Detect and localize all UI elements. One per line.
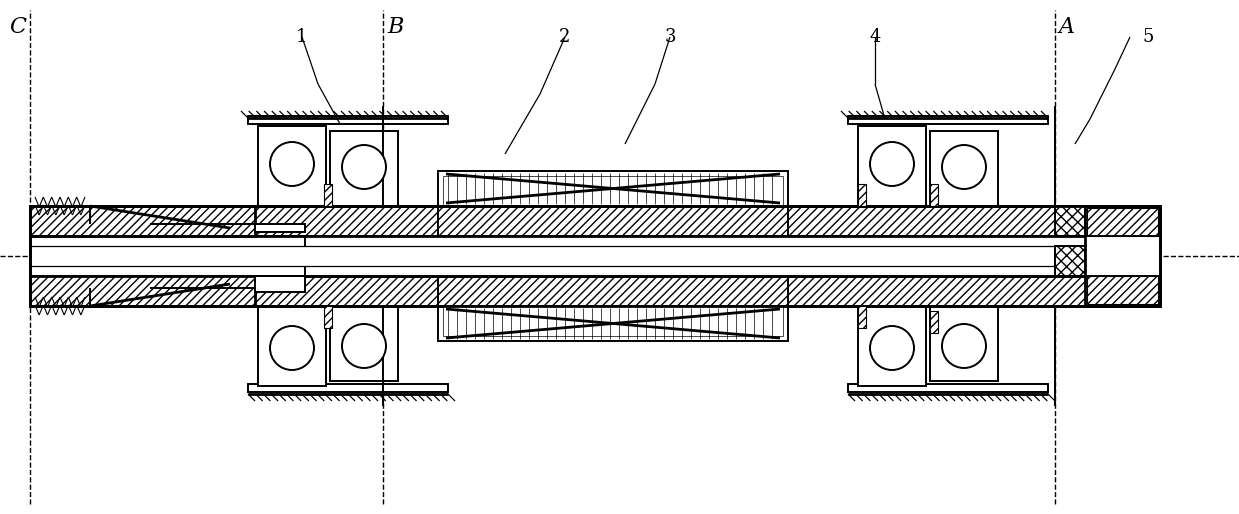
Circle shape	[270, 326, 313, 370]
Bar	[30, 206, 1160, 236]
Circle shape	[270, 142, 313, 186]
Bar	[857, 306, 926, 386]
Bar	[847, 384, 1048, 392]
Bar	[1054, 246, 1085, 276]
Bar	[258, 306, 326, 386]
Bar	[444, 306, 783, 336]
Text: B: B	[387, 16, 404, 38]
Bar	[255, 276, 305, 292]
Bar	[330, 131, 398, 206]
Bar	[1087, 208, 1158, 236]
Bar	[930, 306, 997, 381]
Text: C: C	[9, 16, 26, 38]
Bar	[248, 116, 449, 124]
Bar	[857, 184, 866, 206]
Circle shape	[942, 145, 986, 189]
Bar	[930, 131, 997, 206]
Circle shape	[870, 142, 914, 186]
Bar	[330, 306, 398, 381]
Bar	[847, 116, 1048, 124]
Bar	[325, 184, 332, 206]
Circle shape	[342, 145, 387, 189]
Text: 5: 5	[1142, 28, 1154, 46]
Bar	[857, 306, 866, 328]
Bar	[30, 276, 255, 306]
Bar	[30, 276, 1160, 306]
Circle shape	[942, 324, 986, 368]
Bar	[30, 236, 1160, 276]
Text: 4: 4	[870, 28, 881, 46]
Bar	[248, 384, 449, 392]
Text: 1: 1	[296, 28, 307, 46]
Text: A: A	[1059, 16, 1075, 38]
Bar	[325, 306, 332, 328]
Bar	[439, 171, 788, 206]
Bar	[857, 126, 926, 206]
Bar	[1085, 206, 1160, 306]
Text: 3: 3	[664, 28, 675, 46]
Circle shape	[342, 324, 387, 368]
Bar	[444, 176, 783, 206]
Bar	[930, 311, 938, 333]
Bar	[30, 206, 255, 236]
Bar	[1087, 276, 1158, 304]
Text: 2: 2	[559, 28, 571, 46]
Bar	[930, 184, 938, 206]
Circle shape	[870, 326, 914, 370]
Bar	[439, 306, 788, 341]
Bar	[258, 126, 326, 206]
Bar	[1054, 206, 1085, 236]
Bar	[255, 224, 305, 232]
